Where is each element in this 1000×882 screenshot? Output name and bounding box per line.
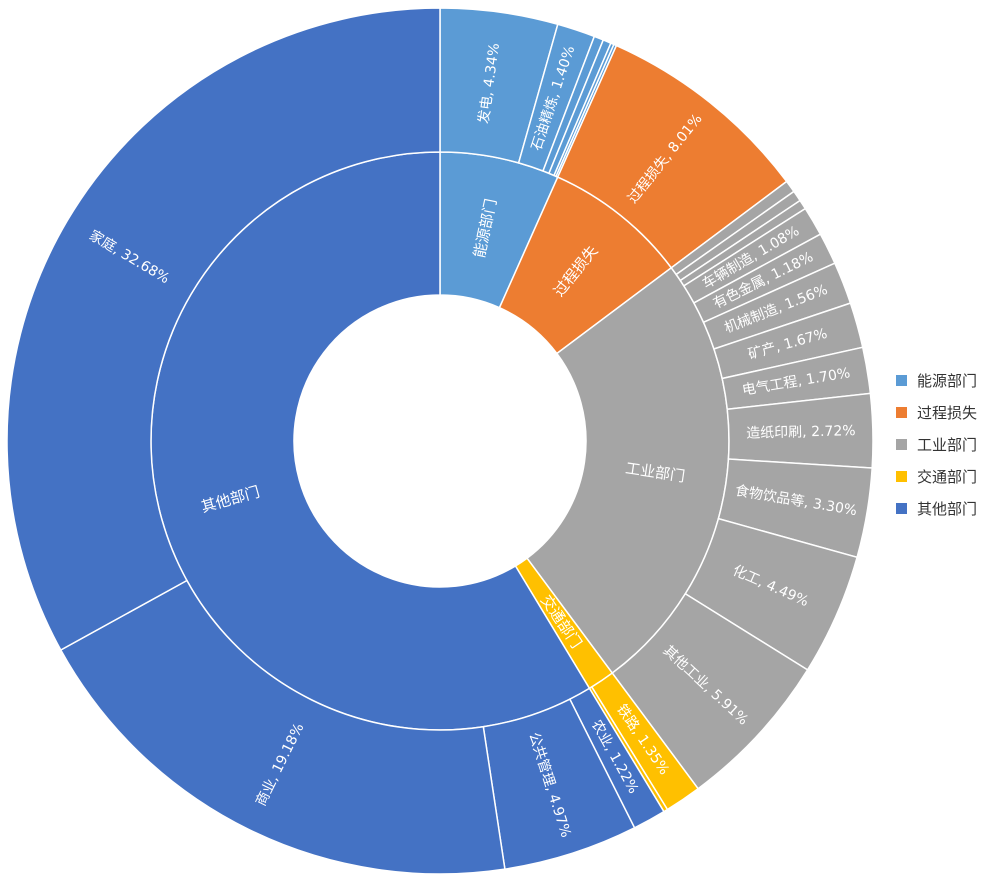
- legend-label: 能源部门: [917, 371, 978, 390]
- legend-swatch: [896, 406, 907, 418]
- outer-segment-24[interactable]: [6, 7, 441, 652]
- outer-segment-23[interactable]: [59, 579, 506, 875]
- legend-swatch: [896, 502, 907, 514]
- legend-item-industry[interactable]: 工业部门: [896, 428, 977, 460]
- chart-legend: 能源部门 过程损失 工业部门 交通部门 其他部门: [896, 364, 977, 524]
- legend-label: 过程损失: [917, 403, 978, 422]
- outer-label-15: 造纸印刷, 2.72%: [746, 423, 856, 442]
- legend-label: 工业部门: [917, 435, 978, 454]
- legend-swatch: [896, 470, 907, 482]
- legend-item-process-loss[interactable]: 过程损失: [896, 396, 977, 428]
- legend-item-other[interactable]: 其他部门: [896, 492, 977, 524]
- legend-label: 其他部门: [917, 499, 978, 518]
- legend-swatch: [896, 374, 907, 386]
- legend-item-energy[interactable]: 能源部门: [896, 364, 977, 396]
- legend-label: 交通部门: [917, 467, 978, 486]
- legend-swatch: [896, 438, 907, 450]
- legend-item-transport[interactable]: 交通部门: [896, 460, 977, 492]
